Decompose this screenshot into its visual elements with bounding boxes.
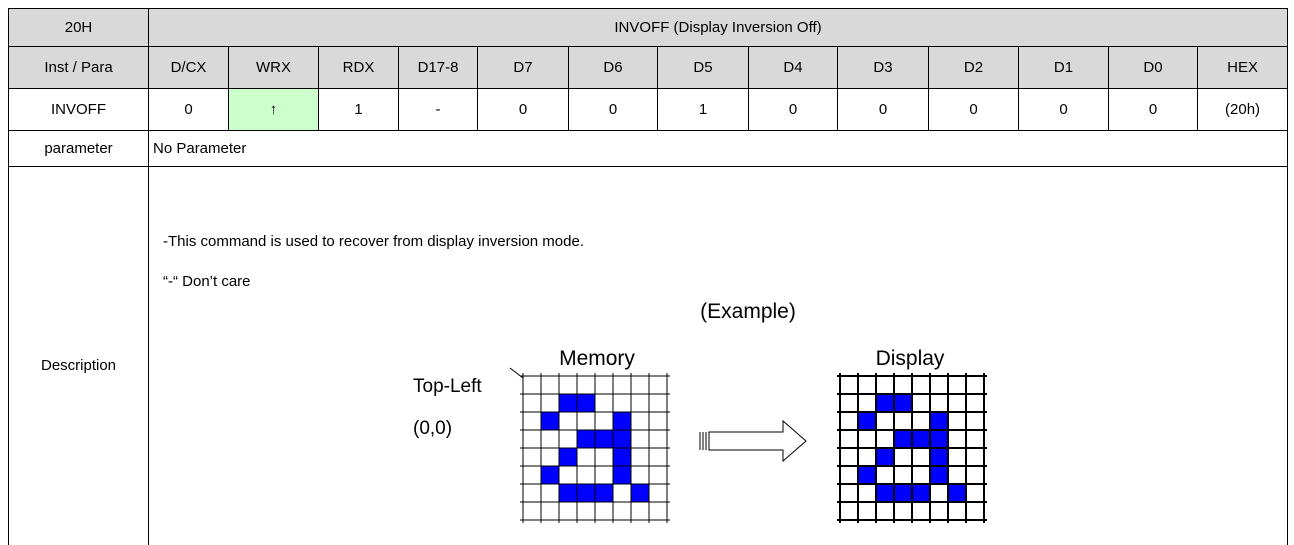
grid-shape: [577, 394, 595, 412]
grid-shape: [894, 484, 912, 502]
command-table: 20H INVOFF (Display Inversion Off) Inst …: [8, 8, 1289, 545]
grid-shape: [559, 448, 577, 466]
column-header: D2: [928, 46, 1019, 89]
grid-shape: [912, 430, 930, 448]
grid-shape: [541, 412, 559, 430]
description-label: Description: [8, 166, 149, 545]
grid-shape: [930, 412, 948, 430]
grid-shape: [876, 394, 894, 412]
bit-value: 0: [148, 88, 229, 131]
description-row: Description: [8, 166, 1289, 545]
example-title: (Example): [700, 300, 796, 323]
grid-shape: [948, 484, 966, 502]
grid-shape: [559, 484, 577, 502]
grid-shape: [613, 466, 631, 484]
command-code: 20H: [8, 8, 149, 47]
parameter-row: parameter No Parameter: [8, 130, 1289, 167]
column-header: D0: [1108, 46, 1198, 89]
parameter-label: parameter: [8, 130, 149, 167]
grid-shape: [876, 484, 894, 502]
grid-shape: [559, 394, 577, 412]
grid-shape: [858, 412, 876, 430]
description-line: -This command is used to recover from di…: [163, 233, 584, 250]
description-line: “-“ Don’t care: [163, 273, 251, 290]
header-row: 20H INVOFF (Display Inversion Off): [8, 8, 1289, 47]
grid-shape: [894, 430, 912, 448]
column-header: D17-8: [398, 46, 478, 89]
grid-shape: [912, 484, 930, 502]
grid-shape: [595, 484, 613, 502]
display-label: Display: [876, 347, 945, 370]
grid-shape: [577, 484, 595, 502]
column-header: D6: [568, 46, 658, 89]
column-header: D4: [748, 46, 838, 89]
grid-shape: [613, 430, 631, 448]
grid-shape: [930, 430, 948, 448]
column-header: RDX: [318, 46, 399, 89]
grid-shape: [876, 448, 894, 466]
grid-shape: [930, 448, 948, 466]
bit-value: 0: [477, 88, 569, 131]
column-header: D7: [477, 46, 569, 89]
grid-shape: [541, 466, 559, 484]
column-row: Inst / Para D/CX WRX RDX D17-8 D7 D6 D5 D4 D3 D2 D1…: [8, 46, 1289, 89]
instruction-row: INVOFF 0 ↑ 1-0 0 1 0 0 0 0 0 (20h): [8, 88, 1289, 131]
origin-label: (0,0): [413, 418, 452, 439]
grid-shape: [613, 412, 631, 430]
bit-value: 0: [1018, 88, 1109, 131]
bit-value: -: [398, 88, 478, 131]
column-header: HEX: [1196, 46, 1289, 89]
grid-shape: [894, 394, 912, 412]
column-header: WRX: [228, 46, 319, 89]
grid-shape: [613, 448, 631, 466]
column-header: D3: [837, 46, 929, 89]
grid-shape: [858, 466, 876, 484]
grid-shape: [595, 430, 613, 448]
grid-shape: [631, 484, 649, 502]
bit-value: ↑: [228, 88, 319, 131]
description-cell: [147, 166, 1289, 545]
grid-shape: [577, 430, 595, 448]
memory-label: Memory: [559, 347, 635, 370]
bit-value: INVOFF: [8, 88, 149, 131]
bit-value: (20h): [1196, 88, 1289, 131]
arrow: [699, 419, 807, 463]
column-header: D5: [657, 46, 749, 89]
corner-label: Top-Left: [413, 376, 482, 397]
bit-value: 1: [657, 88, 749, 131]
column-header: D1: [1018, 46, 1109, 89]
grid-shape: [930, 466, 948, 484]
bit-value: 0: [568, 88, 658, 131]
